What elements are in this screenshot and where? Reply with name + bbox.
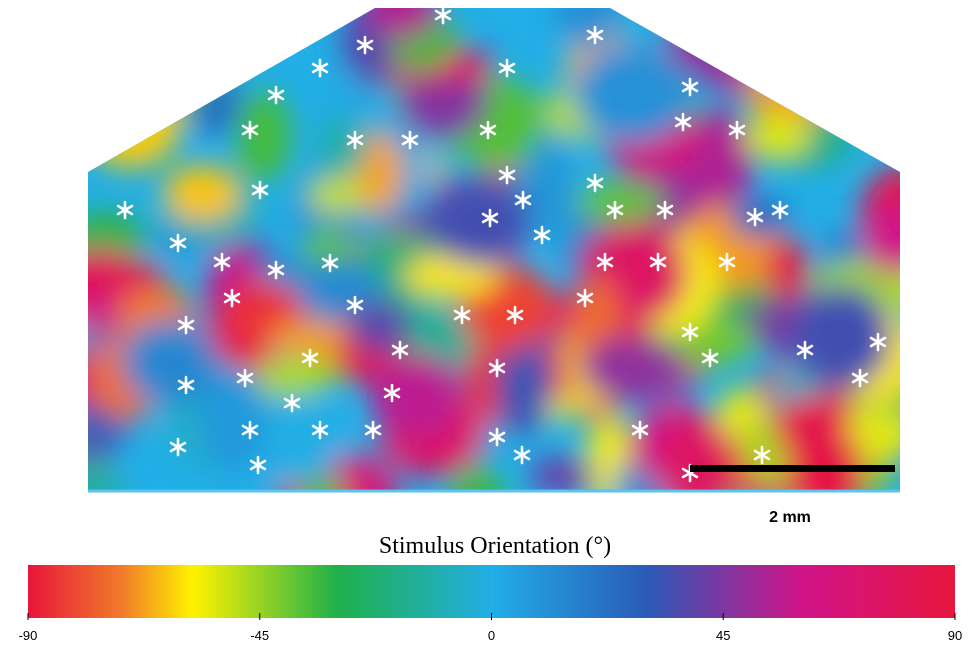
map-blob xyxy=(189,0,254,80)
colorbar-rect xyxy=(28,565,955,618)
scale-bar-label: 2 mm xyxy=(769,509,811,526)
map-blob xyxy=(817,0,871,33)
map-blob xyxy=(51,257,165,294)
map-blob xyxy=(744,2,811,82)
map-blob xyxy=(428,176,531,266)
map-blob xyxy=(454,464,504,530)
tick-label: -90 xyxy=(19,628,38,643)
scale-bar xyxy=(690,465,895,472)
map-blob xyxy=(78,62,183,168)
map-blob xyxy=(765,239,809,300)
map-blob xyxy=(529,457,596,495)
map-blob xyxy=(743,72,842,119)
map-blob xyxy=(844,36,927,117)
map-blob xyxy=(155,39,230,78)
map-blob xyxy=(46,0,121,24)
map-blob xyxy=(691,16,805,88)
map-blob xyxy=(269,320,348,356)
map-blob xyxy=(792,286,891,390)
map-blob xyxy=(188,74,241,134)
tick-label: 45 xyxy=(716,628,730,643)
map-blob xyxy=(328,77,374,124)
map-blob xyxy=(122,320,218,405)
map-blob xyxy=(744,115,811,160)
map-blob xyxy=(57,41,158,131)
map-blob xyxy=(86,46,136,90)
map-blob xyxy=(722,0,800,65)
map-blob xyxy=(236,91,291,182)
map-blob xyxy=(772,395,847,457)
map-blob xyxy=(495,341,553,435)
figure: 2 mm Stimulus Orientation (°) -90 -45 0 45 9… xyxy=(0,0,974,648)
tick-label: -45 xyxy=(250,628,269,643)
map-blob xyxy=(163,165,241,221)
map-blob xyxy=(864,201,929,275)
map-blob xyxy=(160,42,208,112)
map-blob xyxy=(796,77,889,123)
map-blob xyxy=(579,336,686,401)
map-blob xyxy=(782,41,863,77)
map-blob xyxy=(112,7,195,52)
map-blob xyxy=(307,177,366,214)
colorbar: -90 -45 0 45 90 xyxy=(19,565,963,643)
tick-label: 0 xyxy=(488,628,495,643)
map-blob xyxy=(572,182,664,222)
map-blob xyxy=(829,6,892,54)
colorbar-title: Stimulus Orientation (°) xyxy=(379,533,611,559)
map-blob xyxy=(60,456,120,538)
map-blob xyxy=(349,300,412,354)
map-blob xyxy=(298,476,345,519)
map-blob xyxy=(586,411,632,512)
map-blob xyxy=(370,353,463,438)
page: 2 mm Stimulus Orientation (°) -90 -45 0 45 9… xyxy=(0,0,974,648)
orientation-map xyxy=(30,0,941,542)
map-blob xyxy=(70,0,178,50)
tick-label: 90 xyxy=(948,628,962,643)
map-blob xyxy=(573,43,691,143)
